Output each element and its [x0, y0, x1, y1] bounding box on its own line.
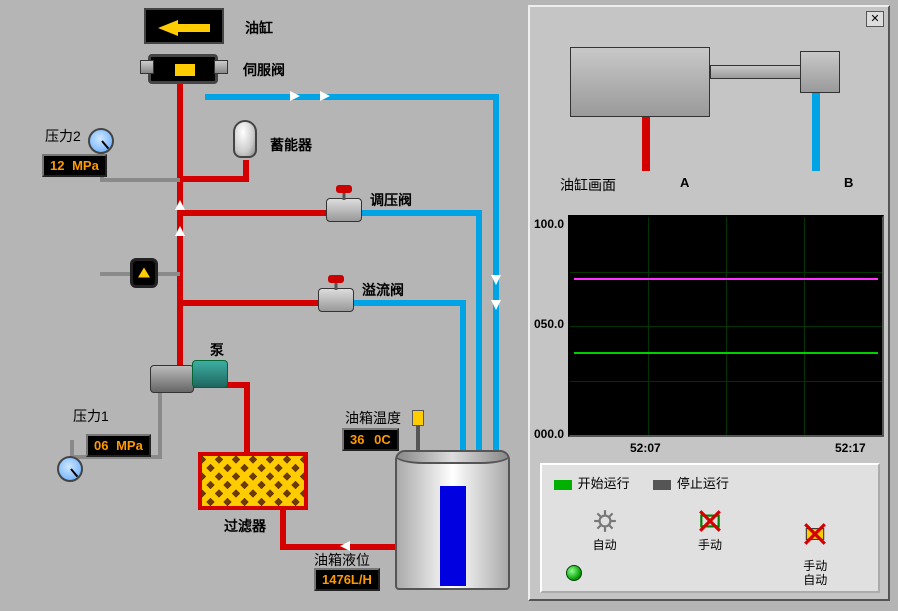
pressure2-unit: MPa [72, 158, 99, 173]
manual-auto-disabled-icon [802, 521, 828, 547]
relief-valve-label: 溢流阀 [362, 280, 404, 300]
tank-liquid-level [440, 486, 466, 586]
pump-label: 泵 [210, 340, 224, 360]
port-b-label: B [844, 175, 853, 190]
chart-x-label-1: 52:17 [835, 441, 866, 455]
servo-valve-icon [148, 54, 218, 84]
pump-motor-icon [192, 360, 228, 388]
chart-y-label-1: 050.0 [534, 317, 564, 331]
chart-x-label-0: 52:07 [630, 441, 661, 455]
temp-probe-icon [412, 410, 424, 426]
filter-label: 过滤器 [224, 516, 266, 536]
accumulator-icon [233, 120, 257, 158]
tank-level-readout: 1476L/H [314, 568, 380, 591]
pressure2-value: 12 [50, 158, 64, 173]
panel-close-button[interactable]: ✕ [866, 11, 884, 27]
pressure2-gauge-icon [88, 128, 114, 154]
servo-endcap [214, 60, 228, 74]
pressure2-readout: 12 MPa [42, 154, 107, 177]
actuator-block [570, 47, 710, 117]
start-swatch [554, 480, 572, 490]
stop-swatch [653, 480, 671, 490]
mode-auto-button[interactable]: 自动 [592, 508, 618, 587]
tank-temp-unit: 0C [374, 432, 391, 447]
pump-icon [150, 365, 194, 393]
actuator-port-a [642, 117, 650, 171]
cylinder-label: 油缸 [245, 18, 273, 38]
gear-icon [592, 508, 618, 534]
tank-temp-label: 油箱温度 [345, 408, 401, 428]
actuator-port-b [812, 93, 820, 171]
mode-manual-auto-button[interactable]: 手动 自动 [802, 508, 828, 587]
accumulator-label: 蓄能器 [270, 135, 312, 155]
filter-icon [198, 452, 308, 510]
right-panel: ✕ 油缸画面 A B 100.0 050.0 000.0 52:07 52:17… [528, 5, 890, 601]
pressure-valve-label: 调压阀 [370, 190, 412, 210]
chart-trace-pink [574, 278, 878, 280]
tank-temp-readout: 36 0C [342, 428, 399, 451]
status-led [566, 565, 582, 581]
pressure1-gauge-icon [57, 456, 83, 482]
chart-y-label-0: 100.0 [534, 217, 564, 231]
start-button[interactable]: 开始运行 [550, 471, 634, 494]
stop-button[interactable]: 停止运行 [649, 471, 733, 494]
actuator-title: 油缸画面 [560, 175, 616, 195]
trend-chart [568, 215, 884, 437]
oil-tank [395, 450, 510, 590]
control-bar: 开始运行 停止运行 自动 [540, 463, 880, 593]
pressure1-label: 压力1 [73, 406, 109, 426]
pressure2-label: 压力2 [45, 126, 81, 146]
cylinder-actuator-icon [144, 8, 224, 44]
stop-label: 停止运行 [677, 476, 729, 491]
mode-manual-label: 手动 [698, 538, 722, 552]
temp-probe-stem [416, 426, 420, 450]
mode-manual-button[interactable]: 手动 [697, 508, 723, 587]
tank-level-value: 1476L/H [322, 572, 372, 587]
pressure1-value: 06 [94, 438, 108, 453]
pressure-valve-icon [326, 198, 362, 222]
tank-level-label: 油箱液位 [314, 550, 370, 570]
relief-valve-icon [318, 288, 354, 312]
mode-auto-label: 自动 [593, 538, 617, 552]
manual-disabled-icon [697, 508, 723, 534]
port-a-label: A [680, 175, 689, 190]
servo-endcap [140, 60, 154, 74]
actuator-rod [710, 65, 802, 79]
direction-indicator [130, 258, 158, 288]
pressure1-readout: 06 MPa [86, 434, 151, 457]
servo-valve-label: 伺服阀 [243, 60, 285, 80]
chart-trace-green [574, 352, 878, 354]
chart-y-label-2: 000.0 [534, 427, 564, 441]
mode-manual-auto-label: 手动 自动 [803, 559, 827, 586]
pressure1-unit: MPa [116, 438, 143, 453]
tank-temp-value: 36 [350, 432, 364, 447]
start-label: 开始运行 [578, 476, 630, 491]
actuator-head [800, 51, 840, 93]
